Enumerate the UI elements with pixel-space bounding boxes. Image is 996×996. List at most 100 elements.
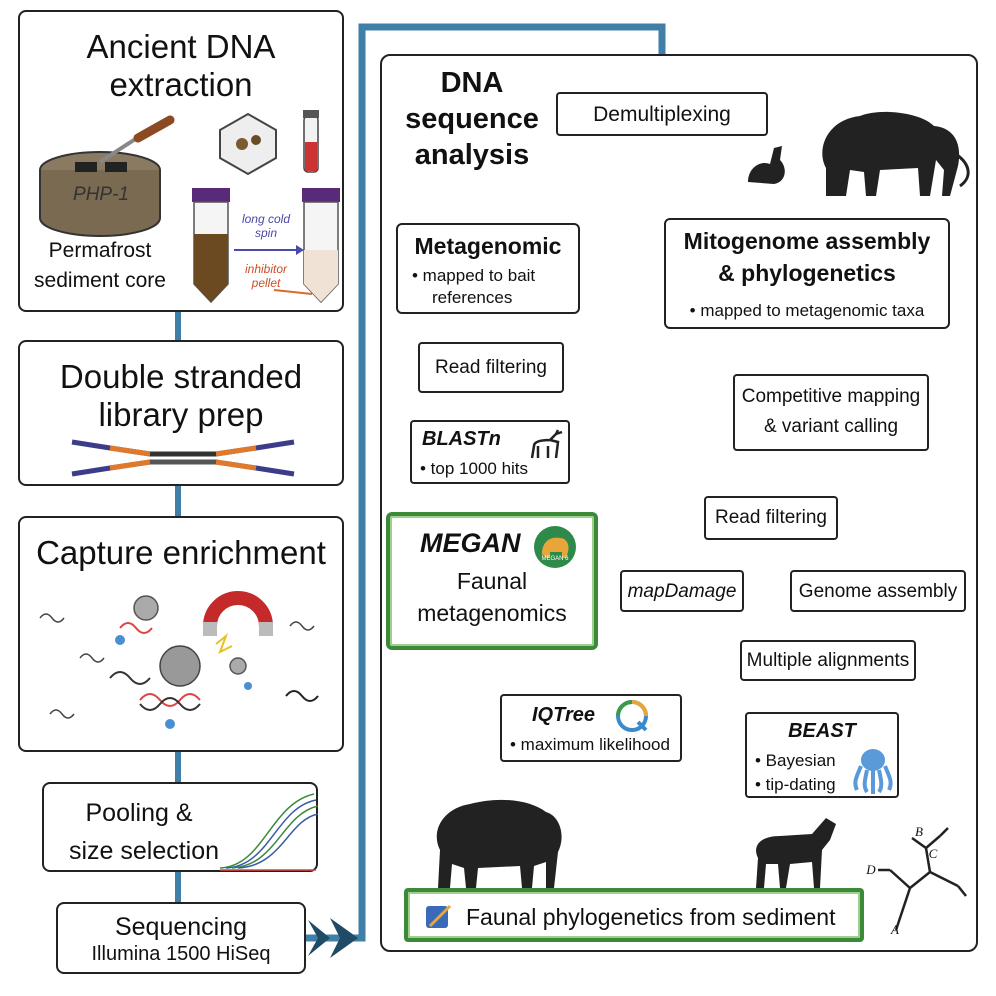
sequencing-line1: Sequencing [114, 913, 248, 941]
metagenomic-box: Metagenomic • mapped to bait references [396, 223, 580, 314]
multiple-alignments-label: Multiple alignments [746, 650, 910, 671]
tree-label-a: A [891, 922, 899, 937]
mitogenome-line1: Mitogenome assembly [683, 228, 931, 254]
blast-bullet: • top 1000 hits [420, 459, 529, 478]
final-output-label: Faunal phylogenetics from sediment [466, 904, 836, 930]
bead-tiny [229, 657, 247, 675]
mitogenome-line2: & phylogenetics [718, 260, 896, 286]
curve-2 [225, 799, 317, 869]
curve-4 [237, 813, 319, 869]
beast-box: BEAST • Bayesian • tip-dating [745, 712, 899, 798]
pooling-line2: size selection [68, 837, 220, 865]
mitogenome-bullet: • mapped to metagenomic taxa [689, 301, 925, 320]
megan-line3: metagenomics [417, 600, 567, 626]
metagenomic-bullet-line2: references [432, 288, 513, 307]
megan-title: MEGAN [420, 528, 521, 558]
spark-icon [215, 632, 233, 655]
adapter-top-left [109, 445, 151, 457]
target-dna-3 [109, 671, 151, 685]
spin-label-line2: spin [254, 226, 277, 240]
capture-illustration [39, 591, 319, 729]
read-filtering-left-box: Read filtering [418, 342, 564, 393]
pellet-label-line2: pellet [251, 276, 281, 290]
metagenomic-title: Metagenomic [414, 233, 562, 259]
curve-3 [231, 805, 319, 869]
magnet-pole-left [203, 622, 217, 636]
sequencing-line2: Illumina 1500 HiSeq [91, 943, 271, 965]
magnet-icon [203, 591, 273, 627]
pellet-label-line1: inhibitor [244, 262, 288, 276]
adapter-bottom-right [215, 459, 257, 471]
tree-label-c: C [928, 846, 938, 861]
biotin-3 [244, 682, 252, 690]
iqtree-logo-icon [616, 700, 648, 732]
biotin-1 [115, 635, 125, 645]
read-filtering-left-label: Read filtering [435, 357, 547, 378]
caribou-icon [530, 429, 563, 459]
analysis-title-line2: sequence [405, 103, 539, 135]
iqtree-box: IQTree • maximum likelihood [500, 694, 682, 762]
mitogenome-box: Mitogenome assembly & phylogenetics • ma… [664, 218, 950, 329]
multiple-alignments-box: Multiple alignments [740, 640, 916, 681]
probe-dna-1 [119, 622, 153, 634]
extraction-title-line2: extraction [109, 66, 253, 103]
sequencing-panel: Sequencing Illumina 1500 HiSeq [56, 902, 306, 974]
adapter-top-right [215, 445, 257, 457]
core-hole-2 [105, 162, 127, 172]
free-dna-5 [285, 690, 319, 702]
competitive-line1: Competitive mapping [741, 386, 921, 407]
genome-assembly-box: Genome assembly [790, 570, 966, 612]
core-body [39, 170, 161, 237]
demultiplexing-label: Demultiplexing [593, 103, 731, 126]
adapter-bottom-left [109, 459, 151, 471]
analysis-title-line3: analysis [414, 139, 530, 171]
megan-logo-text: MEGAN 6 [541, 556, 569, 562]
iqtree-title: IQTree [532, 704, 595, 726]
beast-bullet2: • tip-dating [755, 775, 836, 794]
tube-1-sediment [194, 234, 228, 302]
arrow-into-analysis-2 [330, 918, 358, 958]
bead-large [159, 645, 201, 687]
megan-box: MEGAN Faunal metagenomics MEGAN 6 [386, 512, 598, 650]
library-illustration [71, 439, 295, 477]
megan-line2: Faunal [456, 568, 528, 594]
blast-title: BLASTn [422, 428, 501, 450]
curve-1 [219, 793, 315, 869]
pellet-arrow [273, 289, 313, 295]
biotin-2 [165, 719, 175, 729]
tree-label-b: B [915, 824, 923, 839]
capture-panel: Capture enrichment [18, 516, 344, 752]
free-dna-3 [49, 709, 75, 719]
spin-arrow-head [296, 245, 304, 255]
probe-dna-2 [139, 693, 201, 707]
spin-label-line1: long cold [241, 212, 291, 226]
octopus-icon [853, 749, 893, 794]
tube-1-cap [192, 188, 230, 202]
competitive-mapping-box: Competitive mapping & variant calling [733, 374, 929, 451]
metagenomic-bullet-line1: • mapped to bait [412, 266, 536, 285]
analysis-title-line1: DNA [440, 67, 504, 99]
sediment-lump-2 [251, 135, 261, 145]
final-output-box: Faunal phylogenetics from sediment [404, 888, 864, 942]
bead-vial-cap [303, 110, 319, 118]
target-dna-2 [139, 697, 201, 711]
extraction-illustration [39, 110, 340, 304]
mapdamage-label: mapDamage [627, 581, 737, 602]
read-filtering-right-box: Read filtering [704, 496, 838, 540]
tube-2-cap [302, 188, 340, 202]
library-title-line2: library prep [98, 396, 264, 433]
iqtree-bullet: • maximum likelihood [510, 735, 670, 754]
free-dna-4 [289, 621, 315, 631]
free-dna-1 [39, 613, 65, 623]
beast-title: BEAST [788, 720, 856, 742]
magnet-pole-right [259, 622, 273, 636]
analysis-panel [380, 54, 978, 952]
bead-vial-fill [305, 142, 317, 171]
competitive-line2: & variant calling [763, 416, 899, 437]
tool-shaft [98, 134, 142, 164]
capture-title: Capture enrichment [36, 534, 326, 571]
core-hole-1 [75, 162, 97, 172]
qpcr-curves-icon [219, 793, 319, 871]
tube-2-liquid [304, 250, 338, 302]
library-title-line1: Double stranded [59, 358, 303, 395]
